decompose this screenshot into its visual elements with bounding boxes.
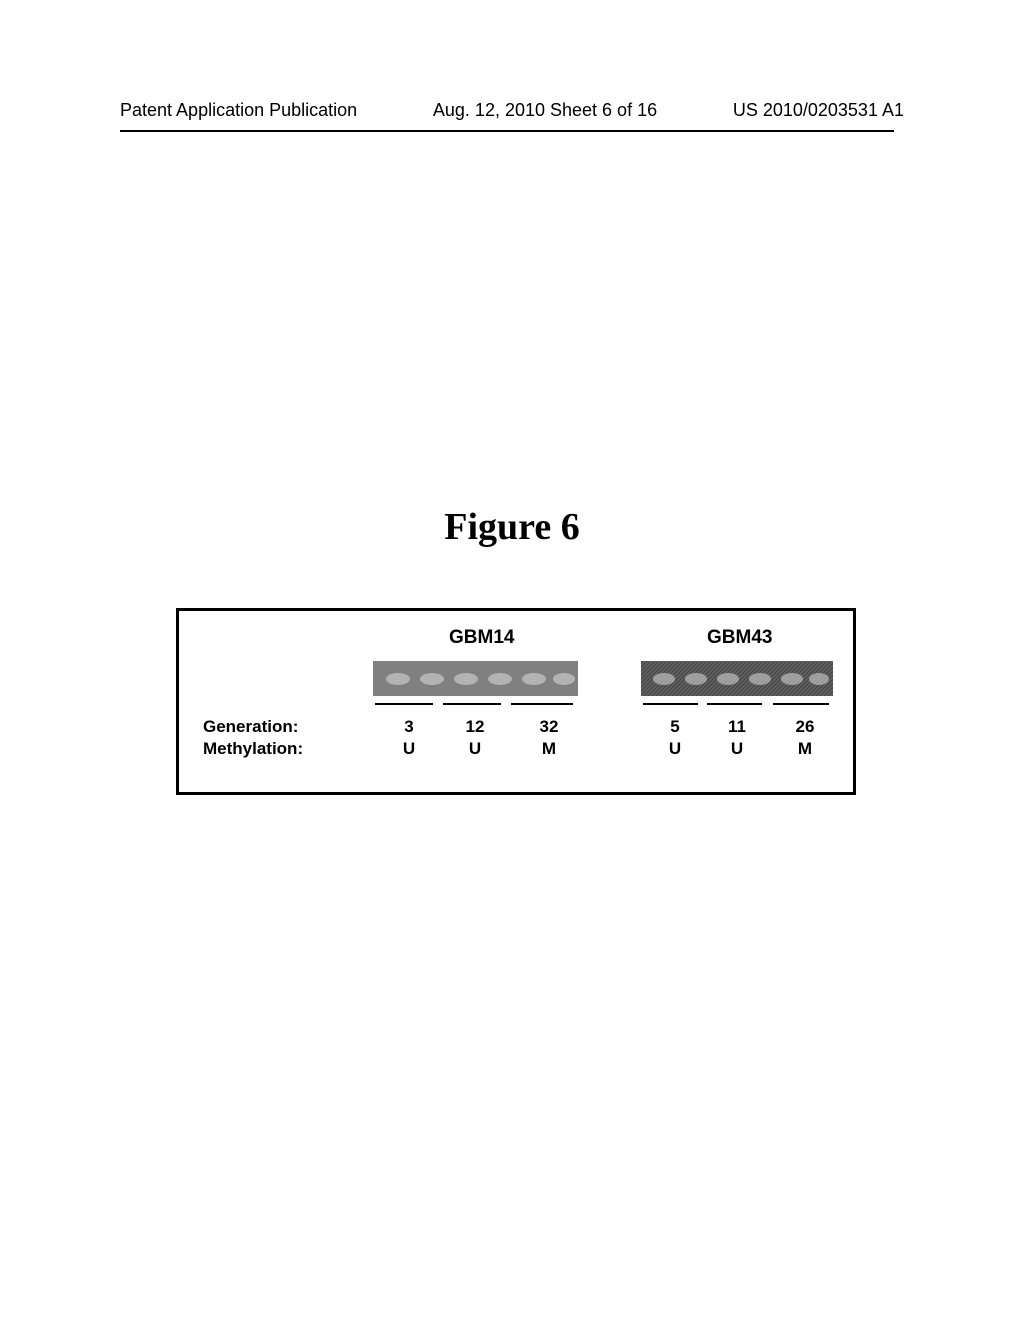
generation-value: 26 (787, 717, 823, 737)
group-title-gbm14: GBM14 (449, 627, 514, 649)
methylation-value: U (457, 739, 493, 759)
lane-underline (643, 703, 698, 705)
group-title-gbm43: GBM43 (707, 627, 772, 649)
generation-value: 3 (391, 717, 427, 737)
methylation-value: U (719, 739, 755, 759)
generation-value: 12 (457, 717, 493, 737)
header-right: US 2010/0203531 A1 (733, 100, 904, 121)
methylation-value: U (657, 739, 693, 759)
page-header: Patent Application Publication Aug. 12, … (0, 100, 1024, 121)
generation-value: 5 (657, 717, 693, 737)
methylation-value: U (391, 739, 427, 759)
methylation-value: M (787, 739, 823, 759)
generation-value: 11 (719, 717, 755, 737)
lane-underline (375, 703, 433, 705)
lane-underline (443, 703, 501, 705)
figure-panel: GBM14 GBM43 (176, 608, 856, 795)
row-label-methylation: Methylation: (203, 739, 303, 759)
methylation-value: M (531, 739, 567, 759)
row-label-generation: Generation: (203, 717, 298, 737)
lane-underline (773, 703, 829, 705)
lane-underline (707, 703, 762, 705)
blot-gbm43 (641, 661, 833, 696)
header-middle: Aug. 12, 2010 Sheet 6 of 16 (433, 100, 657, 121)
generation-value: 32 (531, 717, 567, 737)
figure-title: Figure 6 (0, 505, 1024, 549)
header-divider (120, 130, 894, 132)
header-left: Patent Application Publication (120, 100, 357, 121)
blot-gbm14 (373, 661, 578, 696)
lane-underline (511, 703, 573, 705)
